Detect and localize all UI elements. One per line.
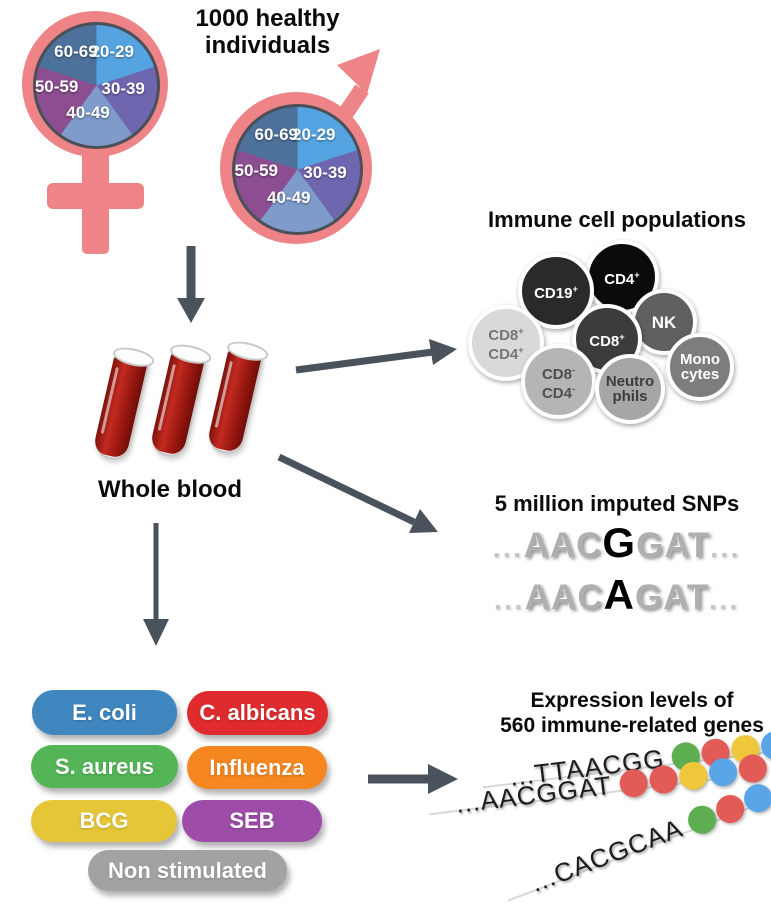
blood-tube — [147, 341, 214, 460]
cohort-title: 1000 healthy individuals — [160, 5, 375, 59]
age-group-label-50-59: 50-59 — [34, 76, 79, 96]
age-group-label-20-29: 20-29 — [292, 124, 336, 144]
age-group-label-20-29: 20-29 — [90, 41, 134, 61]
snp-title: 5 million imputed SNPs — [494, 491, 740, 516]
age-group-label-30-39: 30-39 — [101, 79, 145, 99]
expression-dot-blue — [740, 779, 771, 816]
age-group-label-30-39: 30-39 — [303, 163, 347, 183]
stimulus-e-coli: E. coli — [32, 690, 177, 735]
immune-title: Immune cell populations — [488, 207, 746, 232]
expression-title-line2: 560 immune-related genes — [500, 714, 764, 737]
age-group-label-40-49: 40-49 — [267, 188, 311, 208]
age-group-label-40-49: 40-49 — [66, 103, 110, 123]
snp-sequence-2: ...AACAGAT... — [494, 571, 740, 618]
snp-sequence-1: ...AACGGAT... — [492, 519, 742, 566]
stimulus-s-aureus: S. aureus — [31, 745, 178, 788]
expression-sequence: ...CACGCAA — [526, 812, 687, 899]
whole-blood-label: Whole blood — [98, 476, 242, 503]
stimulus-seb: SEB — [182, 800, 322, 842]
expression-dot-red — [712, 790, 749, 827]
immune-cell-nk: NK — [631, 289, 697, 355]
expression-title-line1: Expression levels of — [530, 689, 734, 712]
age-group-label-60-69: 60-69 — [254, 124, 298, 144]
cohort-title-line2: individuals — [204, 32, 331, 59]
snp-sequences: ...AACGGAT... ...AACAGAT... — [462, 522, 771, 626]
stimulus-c-albicans: C. albicans — [187, 691, 328, 735]
blood-tube — [90, 344, 157, 463]
arrow-blood-to-stimuli — [143, 523, 169, 646]
stimulus-non-stimulated: Non stimulated — [88, 850, 287, 891]
immune-cell-cd8cd4neg: CD8- CD4- — [521, 344, 596, 419]
immune-cell-neutro: Neutro phils — [595, 354, 665, 424]
cohort-title-line1: 1000 healthy — [195, 5, 340, 32]
stimulus-bcg: BCG — [31, 800, 177, 842]
female-age-pie: 20-29 30-39 40-49 50-59 60-69 — [33, 22, 160, 149]
expression-dot-red — [647, 763, 679, 795]
expression-title: Expression levels of 560 immune-related … — [492, 688, 771, 738]
stimulus-influenza: Influenza — [187, 746, 327, 789]
age-group-label-60-69: 60-69 — [54, 41, 98, 61]
female-symbol-cross-horizontal — [47, 183, 144, 209]
expression-dot-red — [617, 767, 650, 799]
age-group-label-50-59: 50-59 — [234, 160, 278, 180]
arrow-blood-to-snps — [277, 453, 438, 533]
arrow-stimuli-to-expression — [368, 764, 458, 794]
expression-dot-blue — [707, 756, 739, 788]
immune-cell-cd8cd4pos: CD8+ CD4+ — [468, 305, 544, 381]
immune-cell-mono: Mono cytes — [666, 333, 734, 401]
arrow-blood-to-cells — [295, 339, 457, 374]
expression-dot-green — [684, 801, 721, 838]
blood-tube — [204, 338, 271, 457]
arrow-cohort-to-blood — [177, 246, 205, 323]
male-age-pie: 20-29 30-39 40-49 50-59 60-69 — [232, 104, 363, 235]
expression-dot-yellow — [677, 759, 709, 791]
